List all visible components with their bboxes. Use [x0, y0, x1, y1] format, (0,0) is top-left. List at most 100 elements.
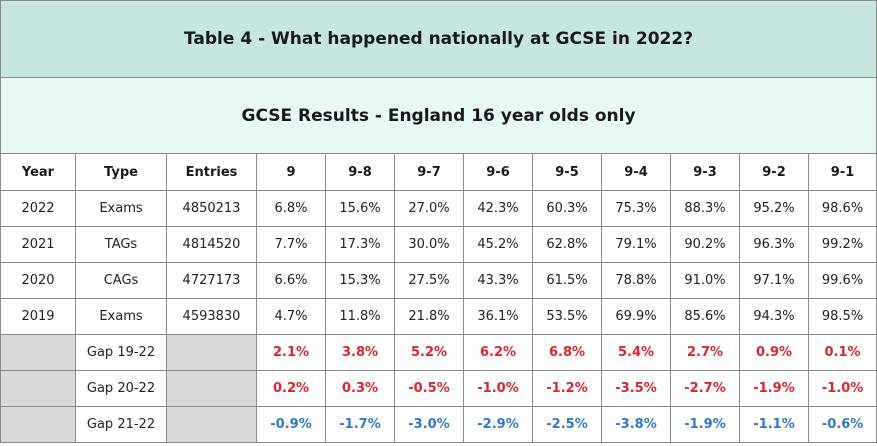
- percent-cell: 15.3%: [325, 262, 395, 299]
- gap-value-cell: 2.1%: [256, 334, 326, 371]
- entries-cell: 4593830: [166, 298, 257, 335]
- type-cell: Exams: [75, 298, 167, 335]
- percent-cell: 90.2%: [670, 226, 740, 263]
- year-cell: 2019: [0, 298, 76, 335]
- percent-cell: 97.1%: [739, 262, 809, 299]
- gap-value-cell: 0.1%: [807, 334, 877, 371]
- table-row: 2021 TAGs 4814520 7.7% 17.3% 30.0% 45.2% 62.8% 7…: [0, 226, 877, 263]
- percent-cell: 30.0%: [394, 226, 464, 263]
- percent-cell: 91.0%: [670, 262, 740, 299]
- percent-cell: 27.0%: [394, 190, 464, 227]
- table-row: 2020 CAGs 4727173 6.6% 15.3% 27.5% 43.3% 61.5% 7…: [0, 262, 877, 299]
- percent-cell: 79.1%: [601, 226, 671, 263]
- gap-value-cell: -2.7%: [670, 370, 740, 407]
- percent-cell: 11.8%: [325, 298, 395, 335]
- percent-cell: 62.8%: [532, 226, 602, 263]
- empty-grey-cell: [0, 334, 76, 371]
- gap-value-cell: -0.5%: [394, 370, 464, 407]
- gap-value-cell: -1.2%: [532, 370, 602, 407]
- gap-label-cell: Gap 20-22: [75, 370, 167, 407]
- gap-value-cell: -0.6%: [807, 406, 877, 443]
- percent-cell: 98.5%: [807, 298, 877, 335]
- percent-cell: 78.8%: [601, 262, 671, 299]
- header-row: Year Type Entries 9 9-8 9-7 9-6 9-5 9-4 …: [0, 153, 877, 191]
- column-header: 9-6: [463, 153, 533, 191]
- gap-value-cell: -1.9%: [670, 406, 740, 443]
- gap-row: Gap 21-22 -0.9% -1.7% -3.0% -2.9% -2.5% -3.8% -…: [0, 406, 877, 443]
- gap-value-cell: -3.5%: [601, 370, 671, 407]
- percent-cell: 7.7%: [256, 226, 326, 263]
- gap-value-cell: -1.0%: [807, 370, 877, 407]
- percent-cell: 15.6%: [325, 190, 395, 227]
- percent-cell: 4.7%: [256, 298, 326, 335]
- table-subtitle: GCSE Results - England 16 year olds only: [0, 77, 877, 154]
- gap-value-cell: 5.4%: [601, 334, 671, 371]
- column-header: 9-2: [739, 153, 809, 191]
- percent-cell: 95.2%: [739, 190, 809, 227]
- empty-grey-cell: [0, 370, 76, 407]
- gap-value-cell: 0.9%: [739, 334, 809, 371]
- percent-cell: 60.3%: [532, 190, 602, 227]
- table-row: 2019 Exams 4593830 4.7% 11.8% 21.8% 36.1% 53.5%…: [0, 298, 877, 335]
- entries-cell: 4814520: [166, 226, 257, 263]
- column-header: 9-1: [807, 153, 877, 191]
- percent-cell: 43.3%: [463, 262, 533, 299]
- percent-cell: 6.8%: [256, 190, 326, 227]
- column-header: 9-4: [601, 153, 671, 191]
- gap-value-cell: 3.8%: [325, 334, 395, 371]
- gap-value-cell: -1.7%: [325, 406, 395, 443]
- type-cell: TAGs: [75, 226, 167, 263]
- percent-cell: 75.3%: [601, 190, 671, 227]
- empty-grey-cell: [166, 406, 257, 443]
- type-cell: Exams: [75, 190, 167, 227]
- gap-value-cell: -1.9%: [739, 370, 809, 407]
- entries-cell: 4850213: [166, 190, 257, 227]
- table-title: Table 4 - What happened nationally at GC…: [0, 0, 877, 78]
- gap-label-cell: Gap 21-22: [75, 406, 167, 443]
- empty-grey-cell: [166, 370, 257, 407]
- percent-cell: 45.2%: [463, 226, 533, 263]
- percent-cell: 6.6%: [256, 262, 326, 299]
- column-header: Type: [75, 153, 167, 191]
- percent-cell: 42.3%: [463, 190, 533, 227]
- column-header: 9-3: [670, 153, 740, 191]
- empty-grey-cell: [166, 334, 257, 371]
- gap-row: Gap 19-22 2.1% 3.8% 5.2% 6.2% 6.8% 5.4% 2.7% 0.9…: [0, 334, 877, 371]
- percent-cell: 61.5%: [532, 262, 602, 299]
- gap-value-cell: -1.1%: [739, 406, 809, 443]
- gap-value-cell: -3.8%: [601, 406, 671, 443]
- gap-label-cell: Gap 19-22: [75, 334, 167, 371]
- gap-value-cell: 0.3%: [325, 370, 395, 407]
- column-header: Year: [0, 153, 76, 191]
- percent-cell: 17.3%: [325, 226, 395, 263]
- column-header: 9-7: [394, 153, 464, 191]
- type-cell: CAGs: [75, 262, 167, 299]
- column-header: 9-8: [325, 153, 395, 191]
- percent-cell: 21.8%: [394, 298, 464, 335]
- table-row: 2022 Exams 4850213 6.8% 15.6% 27.0% 42.3% 60.3%…: [0, 190, 877, 227]
- entries-cell: 4727173: [166, 262, 257, 299]
- year-cell: 2021: [0, 226, 76, 263]
- year-cell: 2020: [0, 262, 76, 299]
- gap-row: Gap 20-22 0.2% 0.3% -0.5% -1.0% -1.2% -3.5% -2.…: [0, 370, 877, 407]
- percent-cell: 98.6%: [807, 190, 877, 227]
- gap-value-cell: -2.5%: [532, 406, 602, 443]
- column-header: 9: [256, 153, 326, 191]
- empty-grey-cell: [0, 406, 76, 443]
- gap-value-cell: -1.0%: [463, 370, 533, 407]
- percent-cell: 69.9%: [601, 298, 671, 335]
- percent-cell: 88.3%: [670, 190, 740, 227]
- percent-cell: 94.3%: [739, 298, 809, 335]
- gap-value-cell: 5.2%: [394, 334, 464, 371]
- gap-value-cell: -2.9%: [463, 406, 533, 443]
- column-header: Entries: [166, 153, 257, 191]
- gap-value-cell: 0.2%: [256, 370, 326, 407]
- percent-cell: 99.2%: [807, 226, 877, 263]
- percent-cell: 27.5%: [394, 262, 464, 299]
- column-header: 9-5: [532, 153, 602, 191]
- gap-value-cell: 2.7%: [670, 334, 740, 371]
- gap-value-cell: 6.8%: [532, 334, 602, 371]
- percent-cell: 36.1%: [463, 298, 533, 335]
- percent-cell: 85.6%: [670, 298, 740, 335]
